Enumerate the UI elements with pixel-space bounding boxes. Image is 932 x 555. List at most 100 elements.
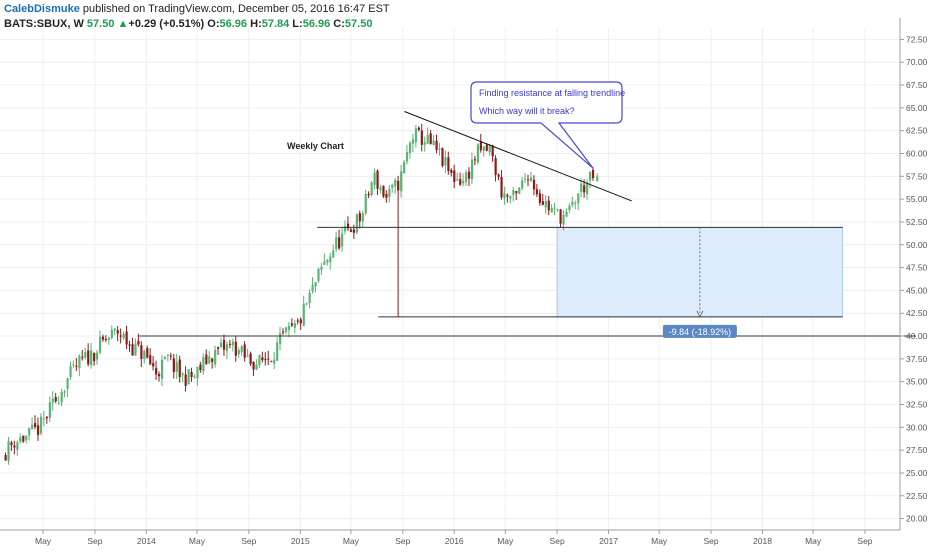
candle-body-up [66,378,69,389]
callout-text: Finding resistance at falling trendline [479,88,625,98]
candle-body-up [84,352,87,358]
candle-body-up [470,159,474,180]
candle-body-up [113,328,116,331]
candle-body-down [169,355,173,357]
y-tick-label: 60.00 [906,149,928,159]
candle-body-up [414,128,418,143]
candle-body-up [329,256,332,263]
candle-body-up [341,233,344,247]
candle-body-up [361,213,364,222]
candle-body-up [293,323,296,328]
candle-body-down [178,359,181,378]
candle-body-up [308,292,311,304]
candle-body-down [13,445,16,448]
y-tick-label: 62.50 [906,126,928,136]
y-tick-label: 65.00 [906,103,928,113]
candle-body-up [231,341,235,346]
candle-body-up [518,187,521,194]
candle-body-up [408,142,412,153]
candle-body-up [163,357,167,359]
open-value: 56.96 [219,18,248,30]
candle-body-down [583,185,586,193]
candle-body-up [405,152,409,162]
author-name[interactable]: CalebDismuke [4,3,80,15]
candle-body-down [249,353,252,364]
candle-body-down [270,360,273,362]
candle-body-down [435,140,438,150]
candle-body-down [281,331,285,333]
candle-body-down [441,148,444,167]
candle-body-up [596,176,599,182]
callout-text: Which way will it break? [479,106,575,116]
candle-body-up [314,282,317,287]
candle-body-down [559,209,562,224]
candle-body-up [553,207,556,209]
candle-body-down [155,368,158,375]
candle-body-up [175,361,178,372]
candle-body-down [299,319,302,324]
y-tick-label: 50.00 [906,240,928,250]
annotation-layer[interactable]: -9.84 (-18.92%) Finding resistance at fal… [139,81,916,338]
candle-body-up [240,346,243,353]
candle-body-up [28,428,31,436]
candle-body-up [187,369,190,385]
last-price: 57.50 [86,18,115,30]
candle-body-down [75,365,78,367]
candle-body-down [479,141,482,151]
candle-body-up [550,208,553,213]
candle-body-down [367,194,370,196]
candle-body-up [16,442,19,450]
candle-body-down [382,185,385,197]
candle-body-down [10,442,13,445]
candle-body-down [591,169,595,179]
x-tick-label: May [805,536,822,546]
candle-body-up [512,189,515,196]
candle-body-down [4,454,7,461]
candle-body-down [119,335,122,337]
candle-body-up [287,325,291,330]
candle-body-up [166,354,170,356]
y-tick-label: 45.00 [906,285,928,295]
candle-body-up [379,187,382,190]
candle-body-down [429,133,432,145]
candle-body-down [264,359,267,361]
candle-body-down [22,435,25,442]
open-label: O: [204,18,220,30]
candle-body-down [128,344,131,346]
candle-body-up [456,179,459,181]
y-tick-label: 30.00 [906,422,928,432]
candle-body-down [338,237,341,249]
candle-body-up [39,416,43,434]
low-value: 56.96 [302,18,331,30]
y-tick-label: 32.50 [906,400,928,410]
range-badge [662,324,737,338]
candle-body-down [447,157,450,172]
candle-body-down [104,338,108,340]
candle-body-up [98,336,102,353]
candle-body-down [152,363,155,367]
candle-body-up [160,359,164,379]
x-tick-label: 2018 [753,536,772,546]
y-tick-label: 27.50 [906,445,928,455]
candle-body-down [211,358,214,362]
y-tick-label: 40.00 [906,331,928,341]
close-value: 57.50 [344,18,373,30]
candle-body-up [255,364,258,370]
x-tick-label: 2016 [445,536,464,546]
candle-body-up [509,196,512,199]
x-tick-label: 2014 [137,536,156,546]
candle-body-up [202,357,205,372]
candle-body-up [122,333,125,339]
candle-body-down [81,356,84,358]
candle-body-down [494,158,497,175]
candle-body-down [491,145,494,157]
x-tick-label: 2017 [599,536,618,546]
candle-body-down [352,229,356,233]
y-tick-label: 25.00 [906,468,928,478]
candle-body-up [488,145,491,153]
candle-body-up [320,266,323,270]
candle-body-up [423,142,426,145]
candle-body-up [370,182,373,196]
